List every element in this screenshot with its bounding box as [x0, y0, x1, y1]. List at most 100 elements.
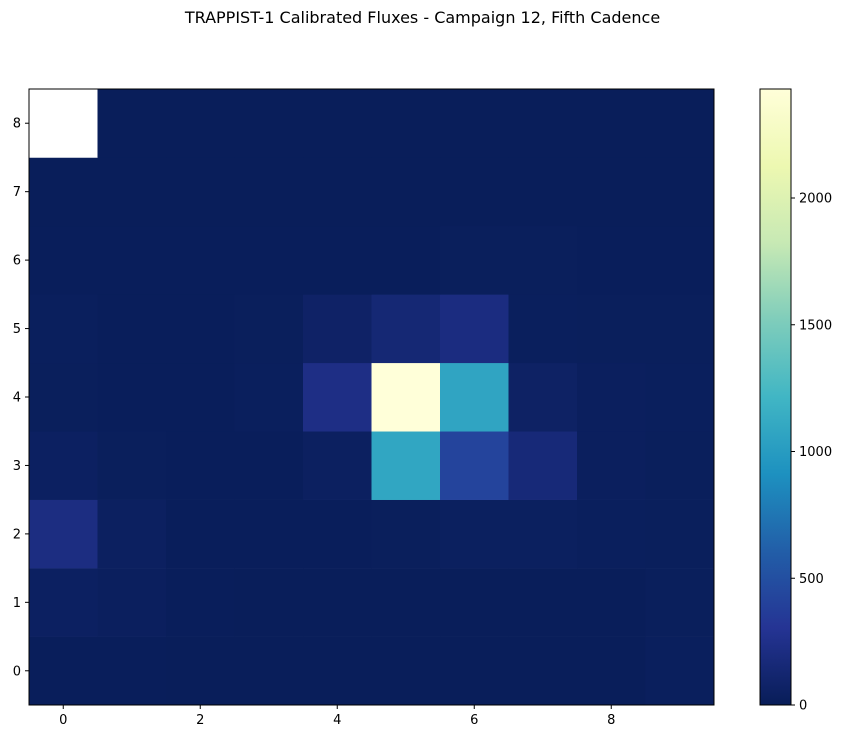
heatmap-cell — [166, 157, 235, 227]
heatmap-cell — [97, 157, 167, 227]
heatmap-cell — [166, 431, 235, 500]
heatmap-cell — [577, 89, 646, 158]
heatmap-cell — [371, 636, 441, 706]
heatmap-cell — [234, 89, 304, 158]
heatmap-cell — [29, 636, 98, 706]
heatmap-cell — [440, 431, 509, 500]
heatmap-cell — [234, 568, 304, 637]
heatmap-cell — [303, 294, 372, 364]
colorbar-axis: 0 500 1000 1500 2000 — [791, 192, 832, 714]
heatmap-cell — [577, 431, 646, 500]
heatmap-cell — [97, 568, 167, 637]
heatmap-cell — [29, 431, 98, 500]
y-tick-label: 8 — [13, 117, 21, 132]
heatmap-cell — [371, 362, 441, 432]
y-tick-label: 7 — [13, 185, 21, 200]
colorbar-tick-label: 0 — [799, 699, 807, 714]
chart-title: TRAPPIST-1 Calibrated Fluxes - Campaign … — [184, 8, 661, 27]
colorbar-tick-label: 1000 — [799, 445, 832, 460]
heatmap-cell — [645, 636, 715, 706]
heatmap-cell — [303, 225, 372, 295]
heatmap-cell — [234, 431, 304, 500]
heatmap-cell — [440, 157, 509, 227]
heatmap-cell — [440, 636, 509, 706]
heatmap-cell — [508, 431, 578, 500]
heatmap-cell — [97, 294, 167, 364]
heatmap-cell — [97, 225, 167, 295]
heatmap-cell — [371, 431, 441, 500]
colorbar — [759, 88, 792, 706]
heatmap-cell — [166, 568, 235, 637]
heatmap-cell — [234, 362, 304, 432]
heatmap-cell — [440, 89, 509, 158]
heatmap-cell — [440, 568, 509, 637]
heatmap-cell — [645, 431, 715, 500]
heatmap-cell — [166, 362, 235, 432]
x-tick-label: 2 — [196, 713, 204, 728]
y-tick-label: 1 — [13, 596, 21, 611]
y-tick-label: 3 — [13, 459, 21, 474]
heatmap-cell — [645, 89, 715, 158]
heatmap-cells — [29, 89, 715, 706]
heatmap-cell — [645, 568, 715, 637]
heatmap-cell — [508, 89, 578, 158]
x-tick-label: 6 — [470, 713, 478, 728]
y-tick-label: 2 — [13, 527, 21, 542]
heatmap-cell — [440, 225, 509, 295]
heatmap-cell — [29, 499, 98, 569]
heatmap-cell — [29, 157, 98, 227]
heatmap-cell — [97, 636, 167, 706]
heatmap-cell — [508, 636, 578, 706]
heatmap-cell — [303, 636, 372, 706]
heatmap-cell — [166, 89, 235, 158]
colorbar-tick-label: 1500 — [799, 318, 832, 333]
heatmap-cell — [303, 499, 372, 569]
heatmap-cell — [234, 636, 304, 706]
heatmap-cell — [234, 294, 304, 364]
heatmap-cell — [303, 431, 372, 500]
heatmap-cell — [303, 157, 372, 227]
heatmap-cell — [97, 362, 167, 432]
heatmap-cell — [645, 362, 715, 432]
heatmap-cell — [371, 89, 441, 158]
x-axis: 0 2 4 6 8 — [59, 705, 615, 728]
heatmap-cell — [645, 225, 715, 295]
heatmap-cell — [371, 568, 441, 637]
heatmap-cell — [440, 362, 509, 432]
heatmap-cell — [508, 225, 578, 295]
heatmap-cell — [508, 362, 578, 432]
x-tick-label: 0 — [59, 713, 67, 728]
heatmap-cell — [645, 157, 715, 227]
heatmap-cell — [166, 225, 235, 295]
y-tick-label: 5 — [13, 322, 21, 337]
heatmap-cell — [577, 568, 646, 637]
heatmap-cell — [371, 225, 441, 295]
heatmap-cell — [577, 225, 646, 295]
heatmap-cell — [645, 499, 715, 569]
heatmap-cell — [303, 89, 372, 158]
heatmap-cell — [29, 362, 98, 432]
heatmap-cell — [29, 89, 98, 158]
heatmap-cell — [577, 294, 646, 364]
heatmap-cell — [508, 568, 578, 637]
heatmap-cell — [234, 499, 304, 569]
heatmap-cell — [577, 499, 646, 569]
x-tick-label: 8 — [607, 713, 615, 728]
heatmap-cell — [303, 568, 372, 637]
colorbar-tick-label: 500 — [799, 572, 824, 587]
heatmap-cell — [29, 225, 98, 295]
heatmap-cell — [166, 636, 235, 706]
y-tick-label: 0 — [13, 664, 21, 679]
heatmap-cell — [29, 568, 98, 637]
heatmap-cell — [440, 499, 509, 569]
heatmap-cell — [29, 294, 98, 364]
y-axis: 0 1 2 3 4 5 6 7 8 — [13, 117, 29, 679]
heatmap-cell — [577, 157, 646, 227]
heatmap-cell — [303, 362, 372, 432]
heatmap-cell — [97, 89, 167, 158]
y-tick-label: 4 — [13, 391, 21, 406]
y-tick-label: 6 — [13, 254, 21, 269]
heatmap-cell — [508, 294, 578, 364]
heatmap-cell — [97, 431, 167, 500]
